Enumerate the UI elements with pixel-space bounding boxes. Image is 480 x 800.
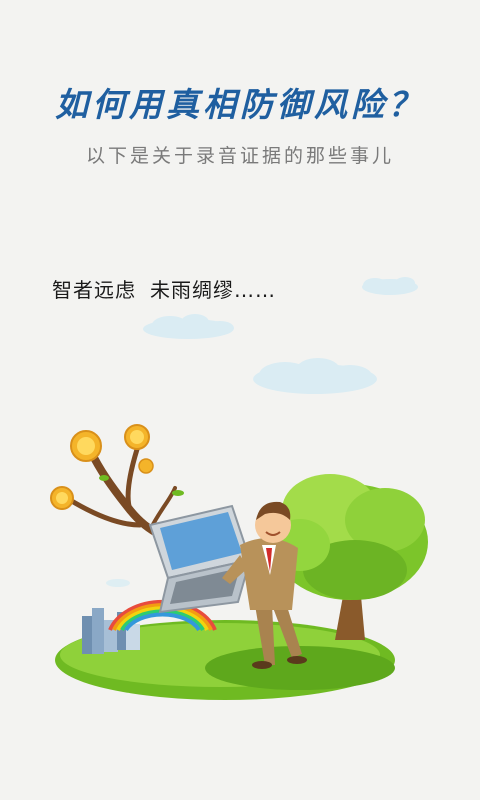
cloud-icon <box>106 579 130 587</box>
tree-icon <box>270 474 428 640</box>
motto-part-1: 智者远虑 <box>52 278 136 302</box>
coin-icon <box>138 458 154 474</box>
motto-text: 智者远虑 未雨绸缪…… <box>52 274 290 303</box>
cloud-icon <box>143 314 234 339</box>
businessman-icon <box>222 501 307 669</box>
page-title: 如何用真相防御风险？ <box>55 85 425 124</box>
page-subtitle: 以下是关于录音证据的那些事儿 <box>85 145 394 167</box>
coin-icon <box>50 486 74 510</box>
city-icon <box>82 608 140 654</box>
coin-icon <box>70 430 102 462</box>
laptop-icon <box>148 504 252 614</box>
cloud-icon <box>362 277 418 295</box>
motto-part-2: 未雨绸缪…… <box>150 278 276 302</box>
cloud-icon <box>253 358 377 394</box>
coin-icon <box>124 424 150 450</box>
